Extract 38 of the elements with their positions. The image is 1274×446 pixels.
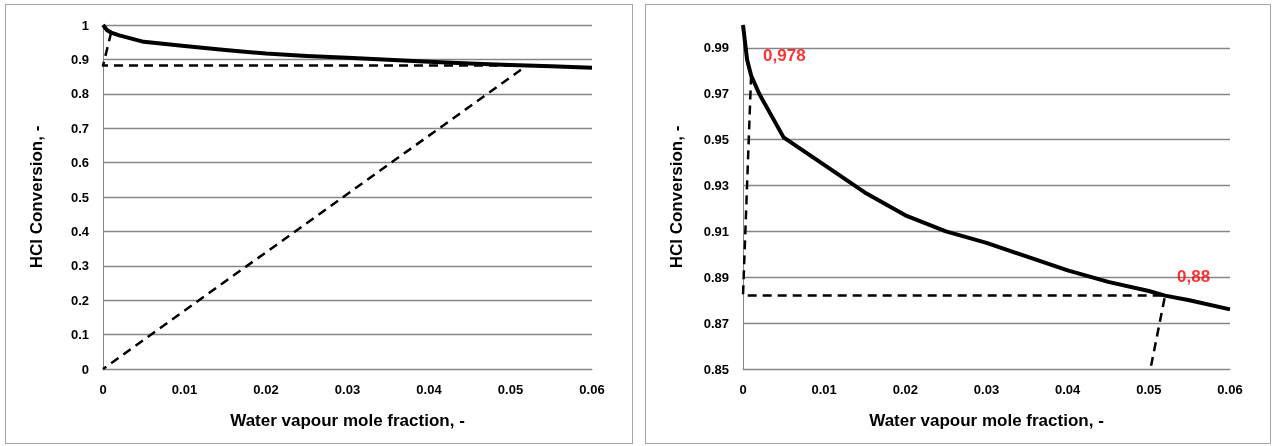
x-tick-label: 0.04 [416, 382, 443, 397]
x-tick-label: 0.01 [811, 382, 837, 397]
x-tick-label: 0.01 [171, 382, 198, 397]
y-tick-label: 0 [81, 361, 89, 377]
y-tick-label: 0.93 [703, 178, 729, 194]
y-tick-label: 0.89 [703, 269, 729, 285]
annotation: 0,978 [763, 46, 806, 66]
x-tick-label: 0 [739, 382, 747, 397]
y-axis-title: HCl Conversion, - [27, 125, 46, 269]
x-tick-label: 0.06 [579, 382, 605, 397]
x-tick-label: 0.03 [973, 382, 1000, 397]
y-tick-label: 1 [81, 17, 89, 33]
y-tick-label: 0.4 [70, 223, 90, 239]
y-tick-label: 0.91 [703, 223, 729, 239]
y-tick-label: 0.3 [70, 258, 89, 274]
x-axis-title: Water vapour mole fraction, - [869, 411, 1104, 430]
x-tick-label: 0.06 [1217, 382, 1243, 397]
y-tick-label: 0.5 [70, 189, 89, 205]
x-tick-label: 0.02 [253, 382, 279, 397]
y-tick-label: 0.8 [70, 86, 89, 102]
y-tick-label: 0.6 [70, 155, 89, 171]
y-tick-label: 0.9 [70, 51, 89, 67]
x-tick-label: 0.03 [334, 382, 361, 397]
x-tick-label: 0.05 [497, 382, 524, 397]
x-tick-label: 0 [99, 382, 107, 397]
y-tick-label: 0.97 [703, 86, 729, 102]
y-tick-label: 0.7 [70, 120, 89, 136]
y-axis-title: HCl Conversion, - [667, 125, 686, 269]
y-tick-label: 0.1 [70, 327, 89, 343]
y-tick-label: 0.2 [70, 292, 89, 308]
x-tick-label: 0.04 [1055, 382, 1082, 397]
y-tick-label: 0.85 [703, 361, 729, 377]
y-tick-label: 0.99 [703, 40, 729, 56]
y-tick-label: 0.95 [703, 132, 729, 148]
x-axis-title: Water vapour mole fraction, - [230, 411, 465, 430]
x-tick-label: 0.02 [892, 382, 918, 397]
x-tick-label: 0.05 [1136, 382, 1162, 397]
y-tick-label: 0.87 [703, 315, 729, 331]
